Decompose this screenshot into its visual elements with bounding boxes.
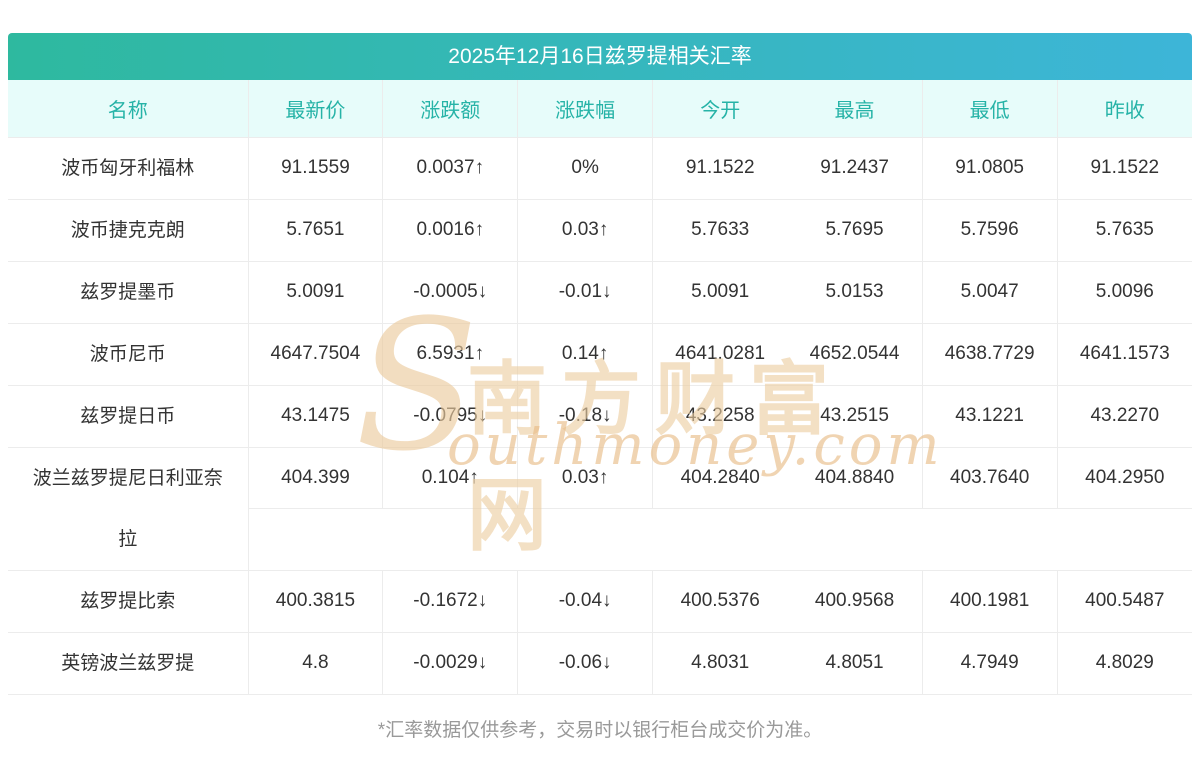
table-row: 波币尼币 4647.7504 6.5931↑ 0.14↑ 4641.0281 4652.0… — [8, 323, 1192, 386]
cell-change-amount: -0.1672↓ — [382, 570, 519, 633]
cell-high: 404.8840 — [787, 447, 923, 509]
cell-low: 4638.7729 — [922, 323, 1058, 386]
cell-open: 4641.0281 — [652, 323, 788, 386]
cell-open: 400.5376 — [652, 570, 788, 633]
cell-latest-price: 5.7651 — [248, 199, 384, 262]
cell-empty — [382, 508, 518, 571]
column-header: 名称 — [8, 80, 249, 138]
column-header: 最高 — [787, 80, 923, 138]
cell-high: 5.0153 — [787, 261, 923, 324]
cell-prev-close: 404.2950 — [1057, 447, 1192, 509]
cell-currency-name: 兹罗提日币 — [8, 385, 249, 448]
cell-change-amount: -0.0795↓ — [382, 385, 519, 448]
cell-empty — [787, 508, 923, 571]
cell-change-amount: 0.0037↑ — [382, 137, 519, 200]
table-row: 兹罗提比索 400.3815 -0.1672↓ -0.04↓ 400.5376 400.9… — [8, 570, 1192, 633]
cell-prev-close: 5.0096 — [1057, 261, 1192, 324]
cell-currency-name: 波兰兹罗提尼日利亚奈拉 — [8, 447, 249, 571]
cell-currency-name: 波币尼币 — [8, 323, 249, 386]
cell-latest-price: 404.399 — [248, 447, 384, 509]
cell-high: 91.2437 — [787, 137, 923, 200]
cell-currency-name: 波币捷克克朗 — [8, 199, 249, 262]
cell-prev-close: 4.8029 — [1057, 632, 1192, 695]
cell-empty — [517, 508, 653, 571]
cell-change-amount: 0.0016↑ — [382, 199, 519, 262]
cell-open: 4.8031 — [652, 632, 788, 695]
cell-prev-close: 43.2270 — [1057, 385, 1192, 448]
cell-open: 404.2840 — [652, 447, 788, 509]
cell-high: 43.2515 — [787, 385, 923, 448]
cell-open: 5.0091 — [652, 261, 788, 324]
cell-empty — [922, 508, 1058, 571]
cell-low: 4.7949 — [922, 632, 1058, 695]
cell-latest-price: 91.1559 — [248, 137, 384, 200]
table-row: 波兰兹罗提尼日利亚奈拉 404.399 0.104↑ 0.03↑ 404.2840 404… — [8, 447, 1192, 571]
cell-change-amount: -0.0005↓ — [382, 261, 519, 324]
cell-prev-close: 400.5487 — [1057, 570, 1192, 633]
column-header: 涨跌幅 — [517, 80, 654, 138]
cell-currency-name: 英镑波兰兹罗提 — [8, 632, 249, 695]
cell-open: 43.2258 — [652, 385, 788, 448]
page: 2025年12月16日兹罗提相关汇率 名称 最新价 涨跌额 涨跌幅 今开 最高 最低 昨收 波… — [8, 33, 1192, 742]
column-header: 涨跌额 — [382, 80, 519, 138]
cell-latest-price: 5.0091 — [248, 261, 384, 324]
cell-open: 91.1522 — [652, 137, 788, 200]
cell-change-percent: 0% — [517, 137, 654, 200]
table-row: 波币捷克克朗 5.7651 0.0016↑ 0.03↑ 5.7633 5.7695 5.75… — [8, 199, 1192, 262]
rates-table: 名称 最新价 涨跌额 涨跌幅 今开 最高 最低 昨收 波币匈牙利福林 91.1559 0.0037… — [8, 80, 1192, 695]
column-header: 最新价 — [248, 80, 384, 138]
cell-change-percent: 0.03↑ — [517, 447, 654, 509]
cell-high: 400.9568 — [787, 570, 923, 633]
cell-prev-close: 5.7635 — [1057, 199, 1192, 262]
cell-empty — [652, 508, 788, 571]
table-header-row: 名称 最新价 涨跌额 涨跌幅 今开 最高 最低 昨收 — [8, 80, 1192, 138]
cell-change-percent: -0.18↓ — [517, 385, 654, 448]
cell-low: 91.0805 — [922, 137, 1058, 200]
cell-change-amount: 6.5931↑ — [382, 323, 519, 386]
cell-low: 403.7640 — [922, 447, 1058, 509]
cell-currency-name: 兹罗提比索 — [8, 570, 249, 633]
disclaimer: *汇率数据仅供参考，交易时以银行柜台成交价为准。 — [377, 719, 823, 741]
table-row: 兹罗提日币 43.1475 -0.0795↓ -0.18↓ 43.2258 43.2515… — [8, 385, 1192, 448]
cell-latest-price: 43.1475 — [248, 385, 384, 448]
column-header: 今开 — [652, 80, 788, 138]
cell-prev-close: 91.1522 — [1057, 137, 1192, 200]
cell-change-percent: -0.06↓ — [517, 632, 654, 695]
cell-change-percent: 0.03↑ — [517, 199, 654, 262]
column-header: 昨收 — [1057, 80, 1192, 138]
table-row: 兹罗提墨币 5.0091 -0.0005↓ -0.01↓ 5.0091 5.0153 5.0… — [8, 261, 1192, 324]
cell-change-percent: 0.14↑ — [517, 323, 654, 386]
cell-change-amount: 0.104↑ — [382, 447, 519, 509]
cell-low: 400.1981 — [922, 570, 1058, 633]
cell-high: 4652.0544 — [787, 323, 923, 386]
cell-empty — [248, 508, 383, 571]
cell-change-amount: -0.0029↓ — [382, 632, 519, 695]
cell-currency-name: 兹罗提墨币 — [8, 261, 249, 324]
cell-change-percent: -0.04↓ — [517, 570, 654, 633]
cell-latest-price: 4.8 — [248, 632, 384, 695]
column-header: 最低 — [922, 80, 1058, 138]
cell-low: 43.1221 — [922, 385, 1058, 448]
cell-prev-close: 4641.1573 — [1057, 323, 1192, 386]
cell-empty — [1057, 508, 1192, 571]
cell-open: 5.7633 — [652, 199, 788, 262]
table-row: 波币匈牙利福林 91.1559 0.0037↑ 0% 91.1522 91.2437 91.… — [8, 137, 1192, 200]
table-row-spacer — [8, 508, 1192, 571]
cell-high: 4.8051 — [787, 632, 923, 695]
table-row: 英镑波兰兹罗提 4.8 -0.0029↓ -0.06↓ 4.8031 4.8051 4.79… — [8, 632, 1192, 695]
cell-low: 5.0047 — [922, 261, 1058, 324]
cell-latest-price: 4647.7504 — [248, 323, 384, 386]
cell-high: 5.7695 — [787, 199, 923, 262]
page-title: 2025年12月16日兹罗提相关汇率 — [8, 33, 1192, 80]
cell-low: 5.7596 — [922, 199, 1058, 262]
cell-change-percent: -0.01↓ — [517, 261, 654, 324]
cell-latest-price: 400.3815 — [248, 570, 384, 633]
cell-currency-name: 波币匈牙利福林 — [8, 137, 249, 200]
